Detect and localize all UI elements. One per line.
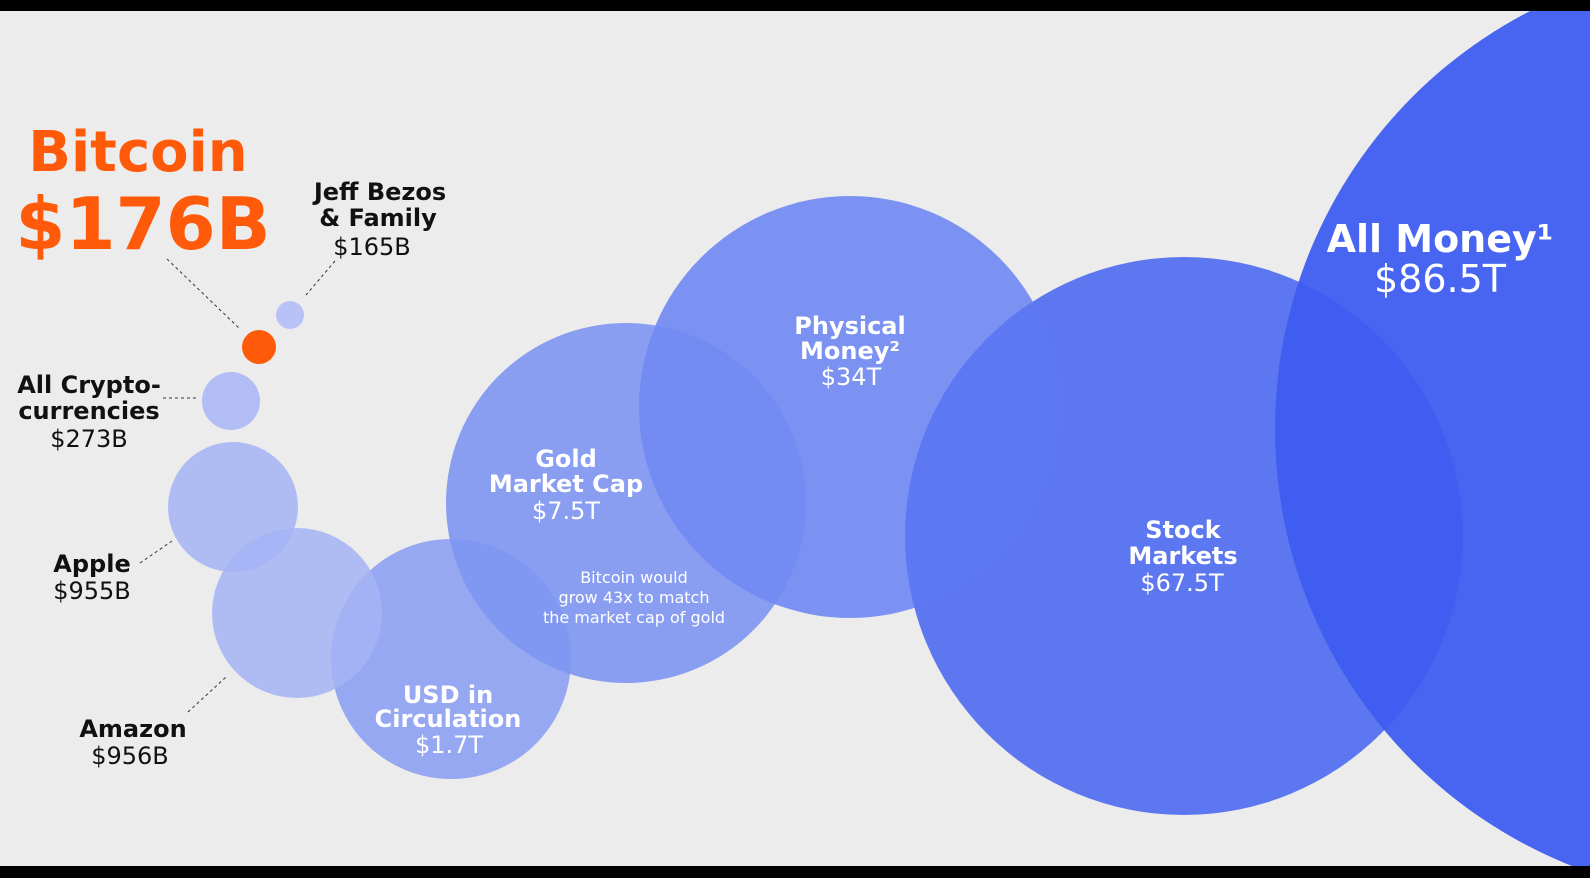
gold-annotation-line-3: the market cap of gold [543,608,725,627]
crypto-value-label: $273B [50,425,128,453]
stock-markets-value-label: $67.5T [1140,569,1224,597]
physical-money-name-label-1: Physical [794,312,905,340]
apple-name-label: Apple [53,550,130,578]
bubbles-group [168,11,1590,866]
leader-line-amazon [187,676,227,713]
amazon-value-label: $956B [91,742,169,770]
leader-line-bitcoin [166,258,241,330]
bubble-apple [168,442,298,572]
bubble-bitcoin [242,330,276,364]
bezos-name-label-2: & Family [319,204,437,232]
leader-line-apple [139,540,173,564]
bezos-value-label: $165B [333,233,411,261]
gold-value-label: $7.5T [532,497,600,525]
bezos-name-label-1: Jeff Bezos [312,178,446,206]
apple-value-label: $955B [53,577,131,605]
gold-annotation-line-1: Bitcoin would [580,568,688,587]
bitcoin-value-label: $176B [15,182,270,266]
gold-name-label-1: Gold [535,445,597,473]
all-money-name-label: All Money¹ [1327,217,1554,261]
all-money-value-label: $86.5T [1374,257,1507,301]
leader-line-bezos [305,260,336,296]
crypto-name-label-2: currencies [18,397,159,425]
usd-name-label-1: USD in [403,681,493,709]
bubble-usd-circulation [331,539,571,779]
bubble-chart: Bitcoin $176B Jeff Bezos & Family $165B All C… [0,11,1590,866]
crypto-name-label-1: All Crypto- [17,371,161,399]
physical-money-value-label: $34T [821,363,882,391]
stock-markets-name-label-1: Stock [1145,516,1221,544]
bubble-amazon [212,528,382,698]
physical-money-name-label-2: Money² [800,337,900,365]
usd-value-label: $1.7T [415,731,483,759]
bitcoin-title-label: Bitcoin [28,120,247,185]
bubble-all-crypto [202,372,260,430]
amazon-name-label: Amazon [79,715,186,743]
usd-name-label-2: Circulation [375,705,522,733]
gold-name-label-2: Market Cap [489,470,643,498]
stock-markets-name-label-2: Markets [1128,542,1237,570]
bubble-chart-svg: Bitcoin$176B Jeff Bezos& Family$165B All C… [15,11,1590,866]
gold-annotation-line-2: grow 43x to match [558,588,709,607]
bubble-jeff-bezos [276,301,304,329]
